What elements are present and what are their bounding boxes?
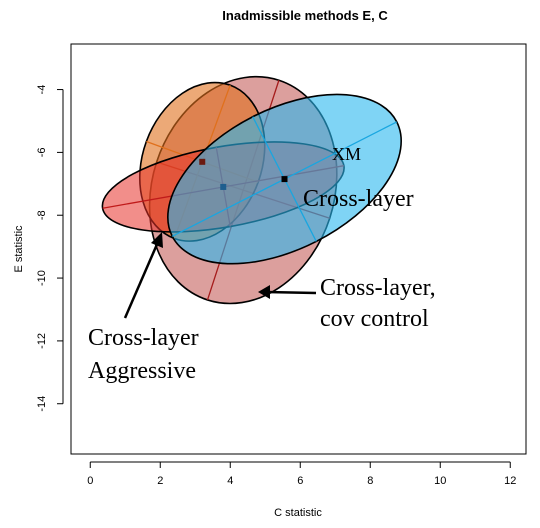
annotation-aggressive-line1: Cross-layer [88, 325, 199, 351]
center-point-2 [281, 176, 288, 183]
x-tick-label: 0 [87, 475, 93, 487]
arrow-aggressive [123, 232, 163, 319]
y-tick-label: -14 [36, 396, 48, 412]
x-axis: 0 2 4 6 8 10 12 [87, 461, 516, 487]
x-tick-label: 8 [367, 475, 373, 487]
x-tick-label: 10 [434, 475, 446, 487]
x-axis-title: C statistic [274, 507, 322, 519]
center-point-0 [199, 158, 206, 165]
x-tick-label: 4 [227, 475, 233, 487]
y-axis-title: E statistic [13, 225, 25, 273]
annotation-aggressive-line2: Aggressive [88, 358, 196, 384]
x-tick-label: 2 [157, 475, 163, 487]
annotation-xm: XM [332, 144, 361, 164]
y-tick-label: -6 [36, 148, 48, 158]
y-tick-label: -8 [36, 210, 48, 220]
plot-frame [70, 43, 527, 455]
arrow-cov-control [258, 285, 317, 299]
x-tick-label: 6 [297, 475, 303, 487]
y-tick-label: -4 [36, 85, 48, 95]
chart-title: Inadmissible methods E, C [222, 8, 388, 23]
center-point-1 [220, 183, 227, 190]
annotation-cross-layer: Cross-layer [303, 186, 414, 212]
y-tick-label: -12 [36, 333, 48, 349]
points-layer [199, 158, 288, 190]
y-tick-label: -10 [36, 270, 48, 286]
annotation-cov-control-line2: cov control [320, 306, 429, 332]
annotation-cov-control-line1: Cross-layer, [320, 275, 436, 301]
y-axis: -4 -6 -8 -10 -12 -14 [36, 85, 64, 412]
x-tick-label: 12 [504, 475, 516, 487]
